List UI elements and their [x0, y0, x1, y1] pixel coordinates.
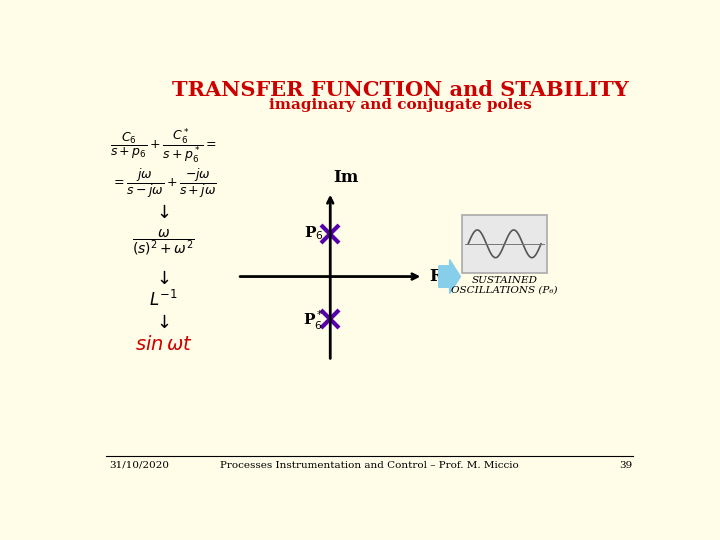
Text: $\dfrac{C_6}{s+p_6} + \dfrac{C_6^*}{s+p_6^*} =$: $\dfrac{C_6}{s+p_6} + \dfrac{C_6^*}{s+p_… — [110, 126, 217, 165]
Text: imaginary and conjugate poles: imaginary and conjugate poles — [269, 98, 531, 112]
Text: ↓: ↓ — [156, 205, 171, 222]
Text: P$_6^*$: P$_6^*$ — [303, 309, 324, 332]
Text: $= \dfrac{j\omega}{s-j\omega} + \dfrac{-j\omega}{s+j\omega}$: $= \dfrac{j\omega}{s-j\omega} + \dfrac{-… — [111, 166, 217, 200]
Text: ↓: ↓ — [156, 314, 171, 332]
Text: TRANSFER FUNCTION and STABILITY: TRANSFER FUNCTION and STABILITY — [171, 80, 629, 100]
Text: Processes Instrumentation and Control – Prof. M. Miccio: Processes Instrumentation and Control – … — [220, 461, 518, 470]
Text: $L^{-1}$: $L^{-1}$ — [149, 289, 178, 310]
Text: Re: Re — [429, 268, 454, 285]
Text: P$_6$: P$_6$ — [305, 224, 324, 241]
Text: 31/10/2020: 31/10/2020 — [109, 461, 169, 470]
Text: 39: 39 — [619, 461, 632, 470]
FancyBboxPatch shape — [462, 215, 547, 273]
Text: ↓: ↓ — [156, 270, 171, 288]
Text: $sin\,\omega t$: $sin\,\omega t$ — [135, 335, 192, 354]
Text: $\dfrac{\omega}{(s)^2 + \omega^2}$: $\dfrac{\omega}{(s)^2 + \omega^2}$ — [132, 227, 195, 257]
FancyArrow shape — [438, 260, 461, 294]
Text: Im: Im — [333, 168, 359, 186]
Text: OSCILLATIONS (P₆): OSCILLATIONS (P₆) — [451, 285, 558, 294]
Text: SUSTAINED: SUSTAINED — [472, 276, 538, 285]
